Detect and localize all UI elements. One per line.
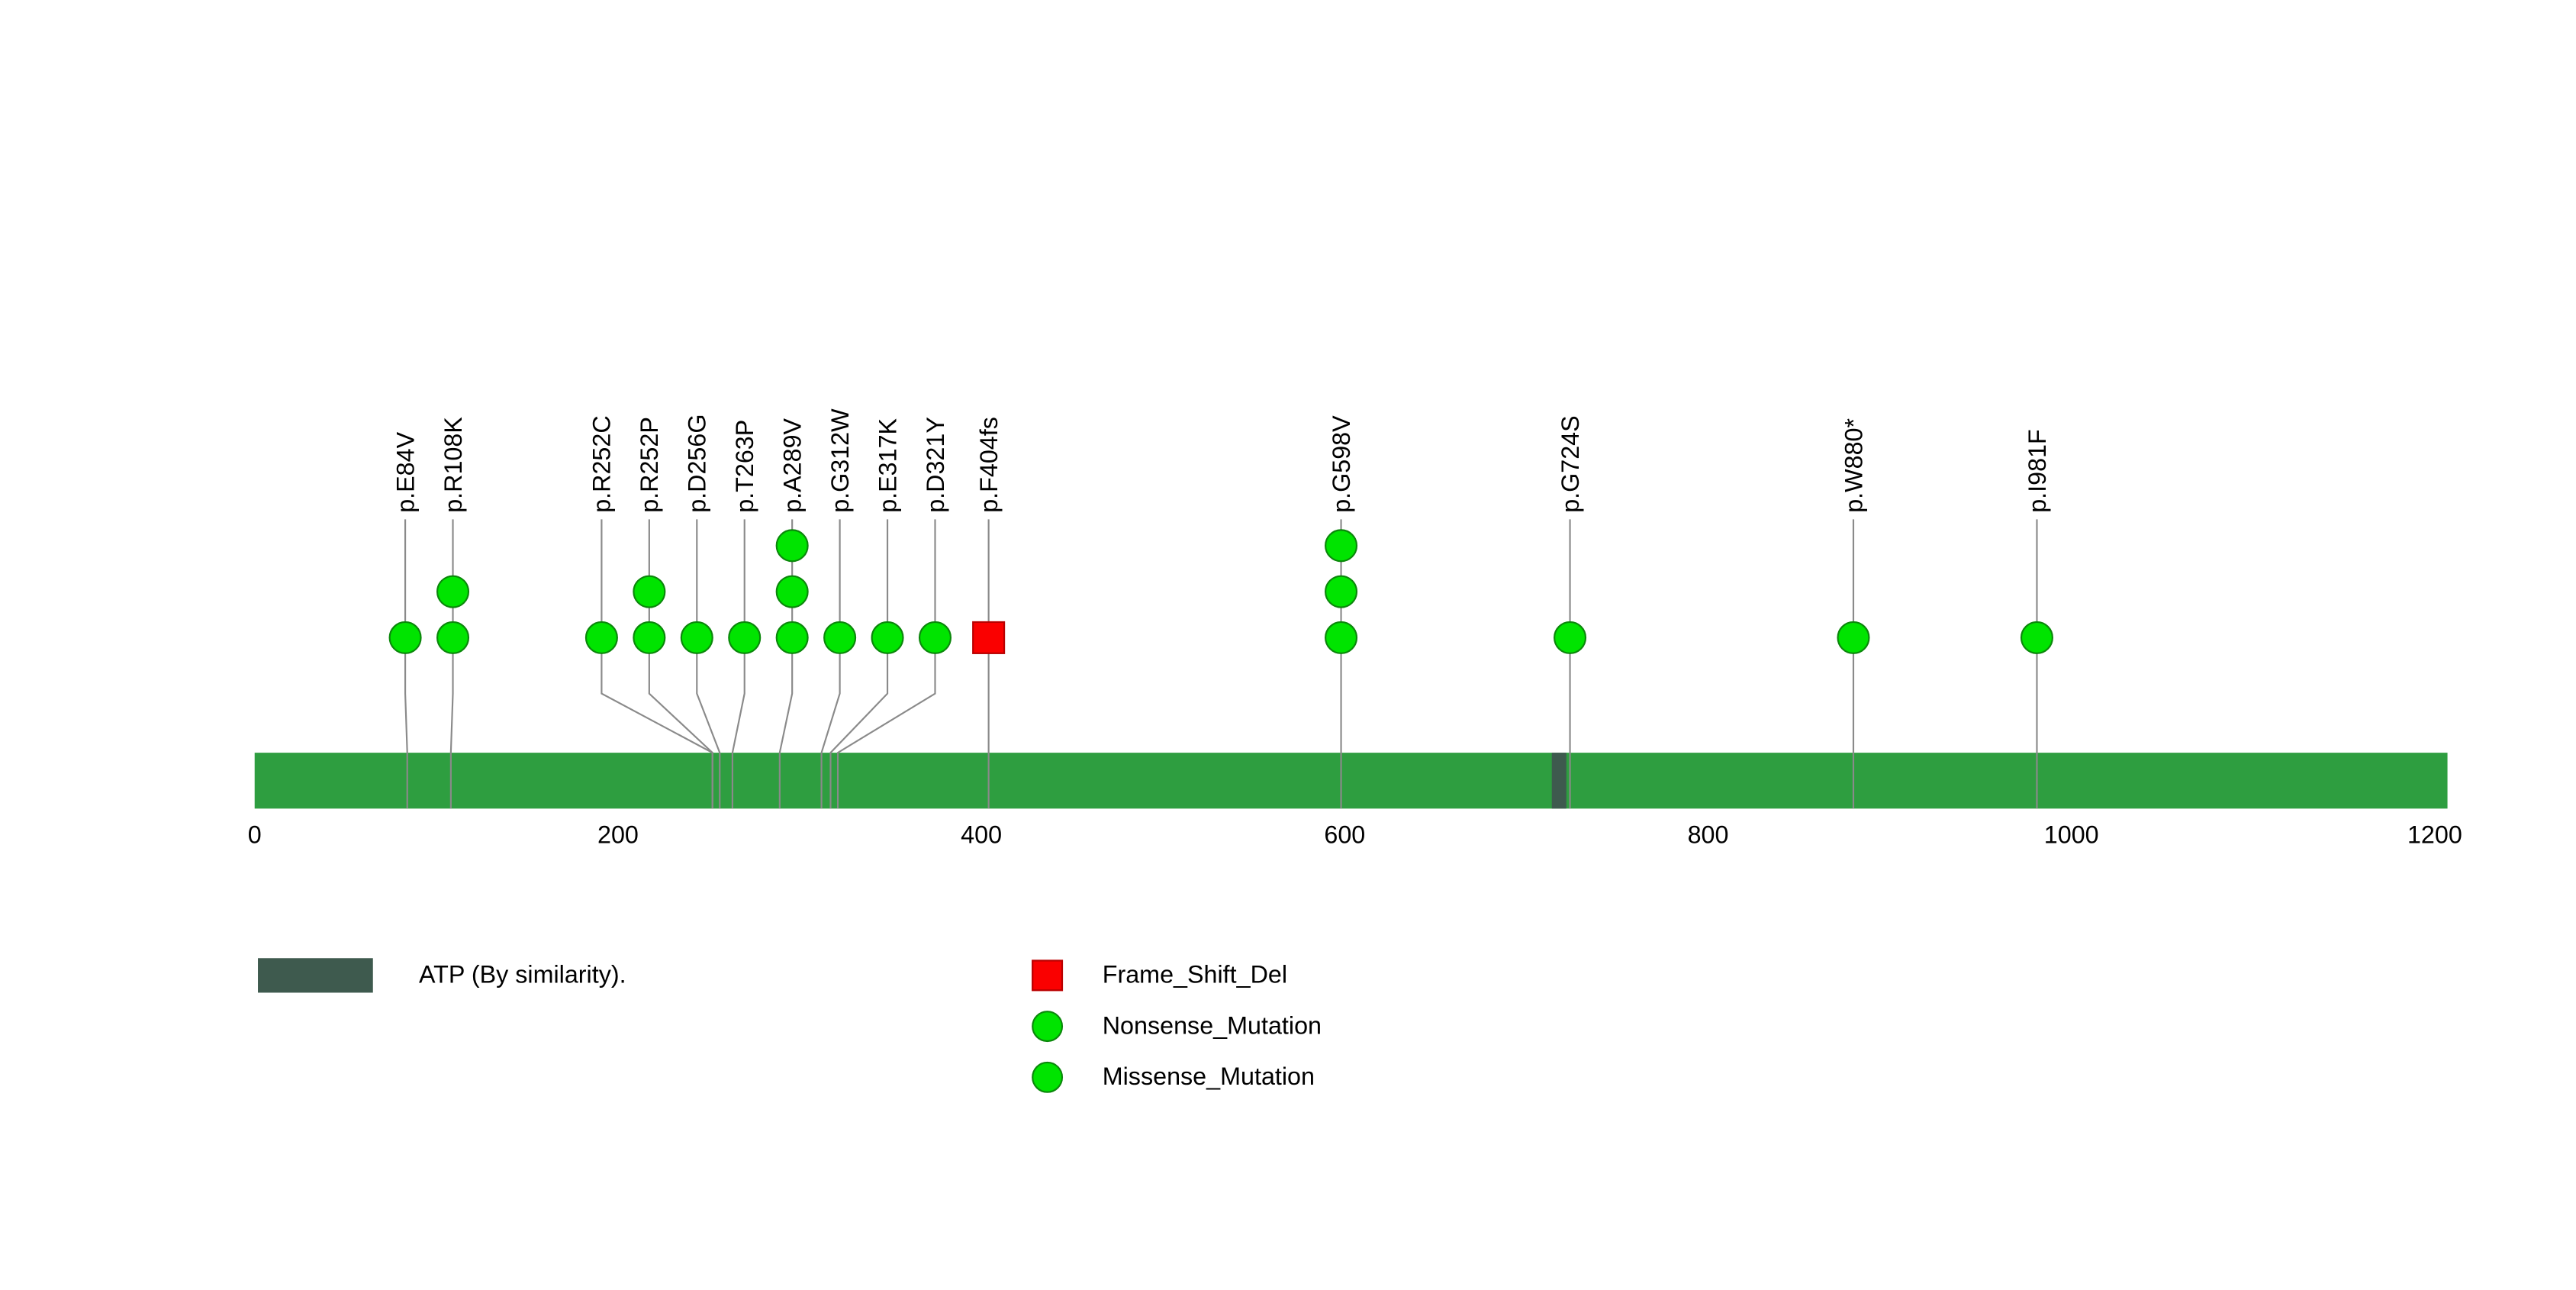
mutation-label: p.I981F [2024,429,2051,512]
legend-item-missense-mutation: Missense_Mutation [1032,1061,1322,1093]
mutation-label: p.A289V [778,418,806,512]
mutation-marker-missense_mutation [728,621,762,654]
mutation-stem [696,519,721,809]
legend-item-nonsense-mutation: Nonsense_Mutation [1032,1011,1322,1043]
legend-type-swatch-2 [1032,1061,1064,1093]
mutation-marker-missense_mutation [1325,621,1358,654]
mutation-label: p.D321Y [922,417,949,513]
legend-type-swatch-1 [1032,1011,1064,1043]
mutation-label: p.R252P [636,417,663,513]
mutation-label: p.E317K [874,418,901,512]
mutation-marker-missense_mutation [823,621,857,654]
axis-tick-label: 0 [248,821,262,849]
mutation-label: p.F404fs [975,417,1003,513]
mutation-stem [829,519,889,809]
mutation-marker-missense_mutation [871,621,904,654]
mutation-label: p.W880* [1840,418,1867,513]
legend-type-label: Missense_Mutation [1102,1063,1315,1092]
mutation-marker-nonsense_mutation [1837,621,1870,654]
axis-tick-label: 600 [1324,821,1365,849]
protein-bar [254,753,2448,809]
mutation-marker-missense_mutation [633,621,666,654]
mutation-label: p.E84V [391,431,419,512]
mutation-label: p.T263P [731,420,758,513]
mutation-marker-missense_mutation [1325,529,1358,563]
mutation-marker-missense_mutation [918,621,952,654]
mutation-marker-missense_mutation [775,621,809,654]
mutation-stem [820,519,841,809]
legend-mutation-types: Frame_Shift_Del Nonsense_Mutation Missen… [1032,959,1322,1093]
mutation-marker-missense_mutation [775,529,809,563]
legend-domain-label: ATP (By similarity). [419,961,626,990]
legend-item-frame-shift-del: Frame_Shift_Del [1032,959,1322,992]
mutation-marker-missense_mutation [2020,621,2053,654]
mutation-marker-missense_mutation [388,621,422,654]
legend-type-label: Nonsense_Mutation [1102,1012,1322,1040]
mutation-marker-missense_mutation [1554,621,1587,654]
mutation-label: p.G312W [826,408,854,513]
axis-tick-label: 400 [961,821,1002,849]
axis-tick-label: 1200 [2407,821,2462,849]
mutation-marker-missense_mutation [584,621,618,654]
legend-type-swatch-0 [1032,959,1064,992]
mutation-stem [836,519,936,809]
mutation-marker-missense_mutation [775,575,809,608]
mutation-marker-missense_mutation [680,621,713,654]
mutation-label: p.G598V [1328,415,1355,513]
axis-tick-label: 200 [597,821,639,849]
legend-domain: ATP (By similarity). [258,958,626,993]
mutation-marker-missense_mutation [436,621,470,654]
axis-tick-label: 1000 [2044,821,2099,849]
mutation-label: p.D256G [684,414,711,513]
mutation-marker-frame_shift_del [972,621,1006,654]
domain-band-atp [1551,753,1567,809]
legend-type-label: Frame_Shift_Del [1102,961,1288,990]
mutation-stem [404,519,408,809]
mutation-label: p.R108K [440,417,467,513]
mutation-marker-missense_mutation [436,575,470,608]
mutation-marker-missense_mutation [1325,575,1358,608]
mutation-stem [731,519,745,809]
atp-domain-swatch [258,958,373,993]
mutation-marker-missense_mutation [633,575,666,608]
axis-tick-label: 800 [1688,821,1729,849]
mutation-label: p.R252C [588,415,616,512]
mutation-label: p.G724S [1557,415,1584,512]
